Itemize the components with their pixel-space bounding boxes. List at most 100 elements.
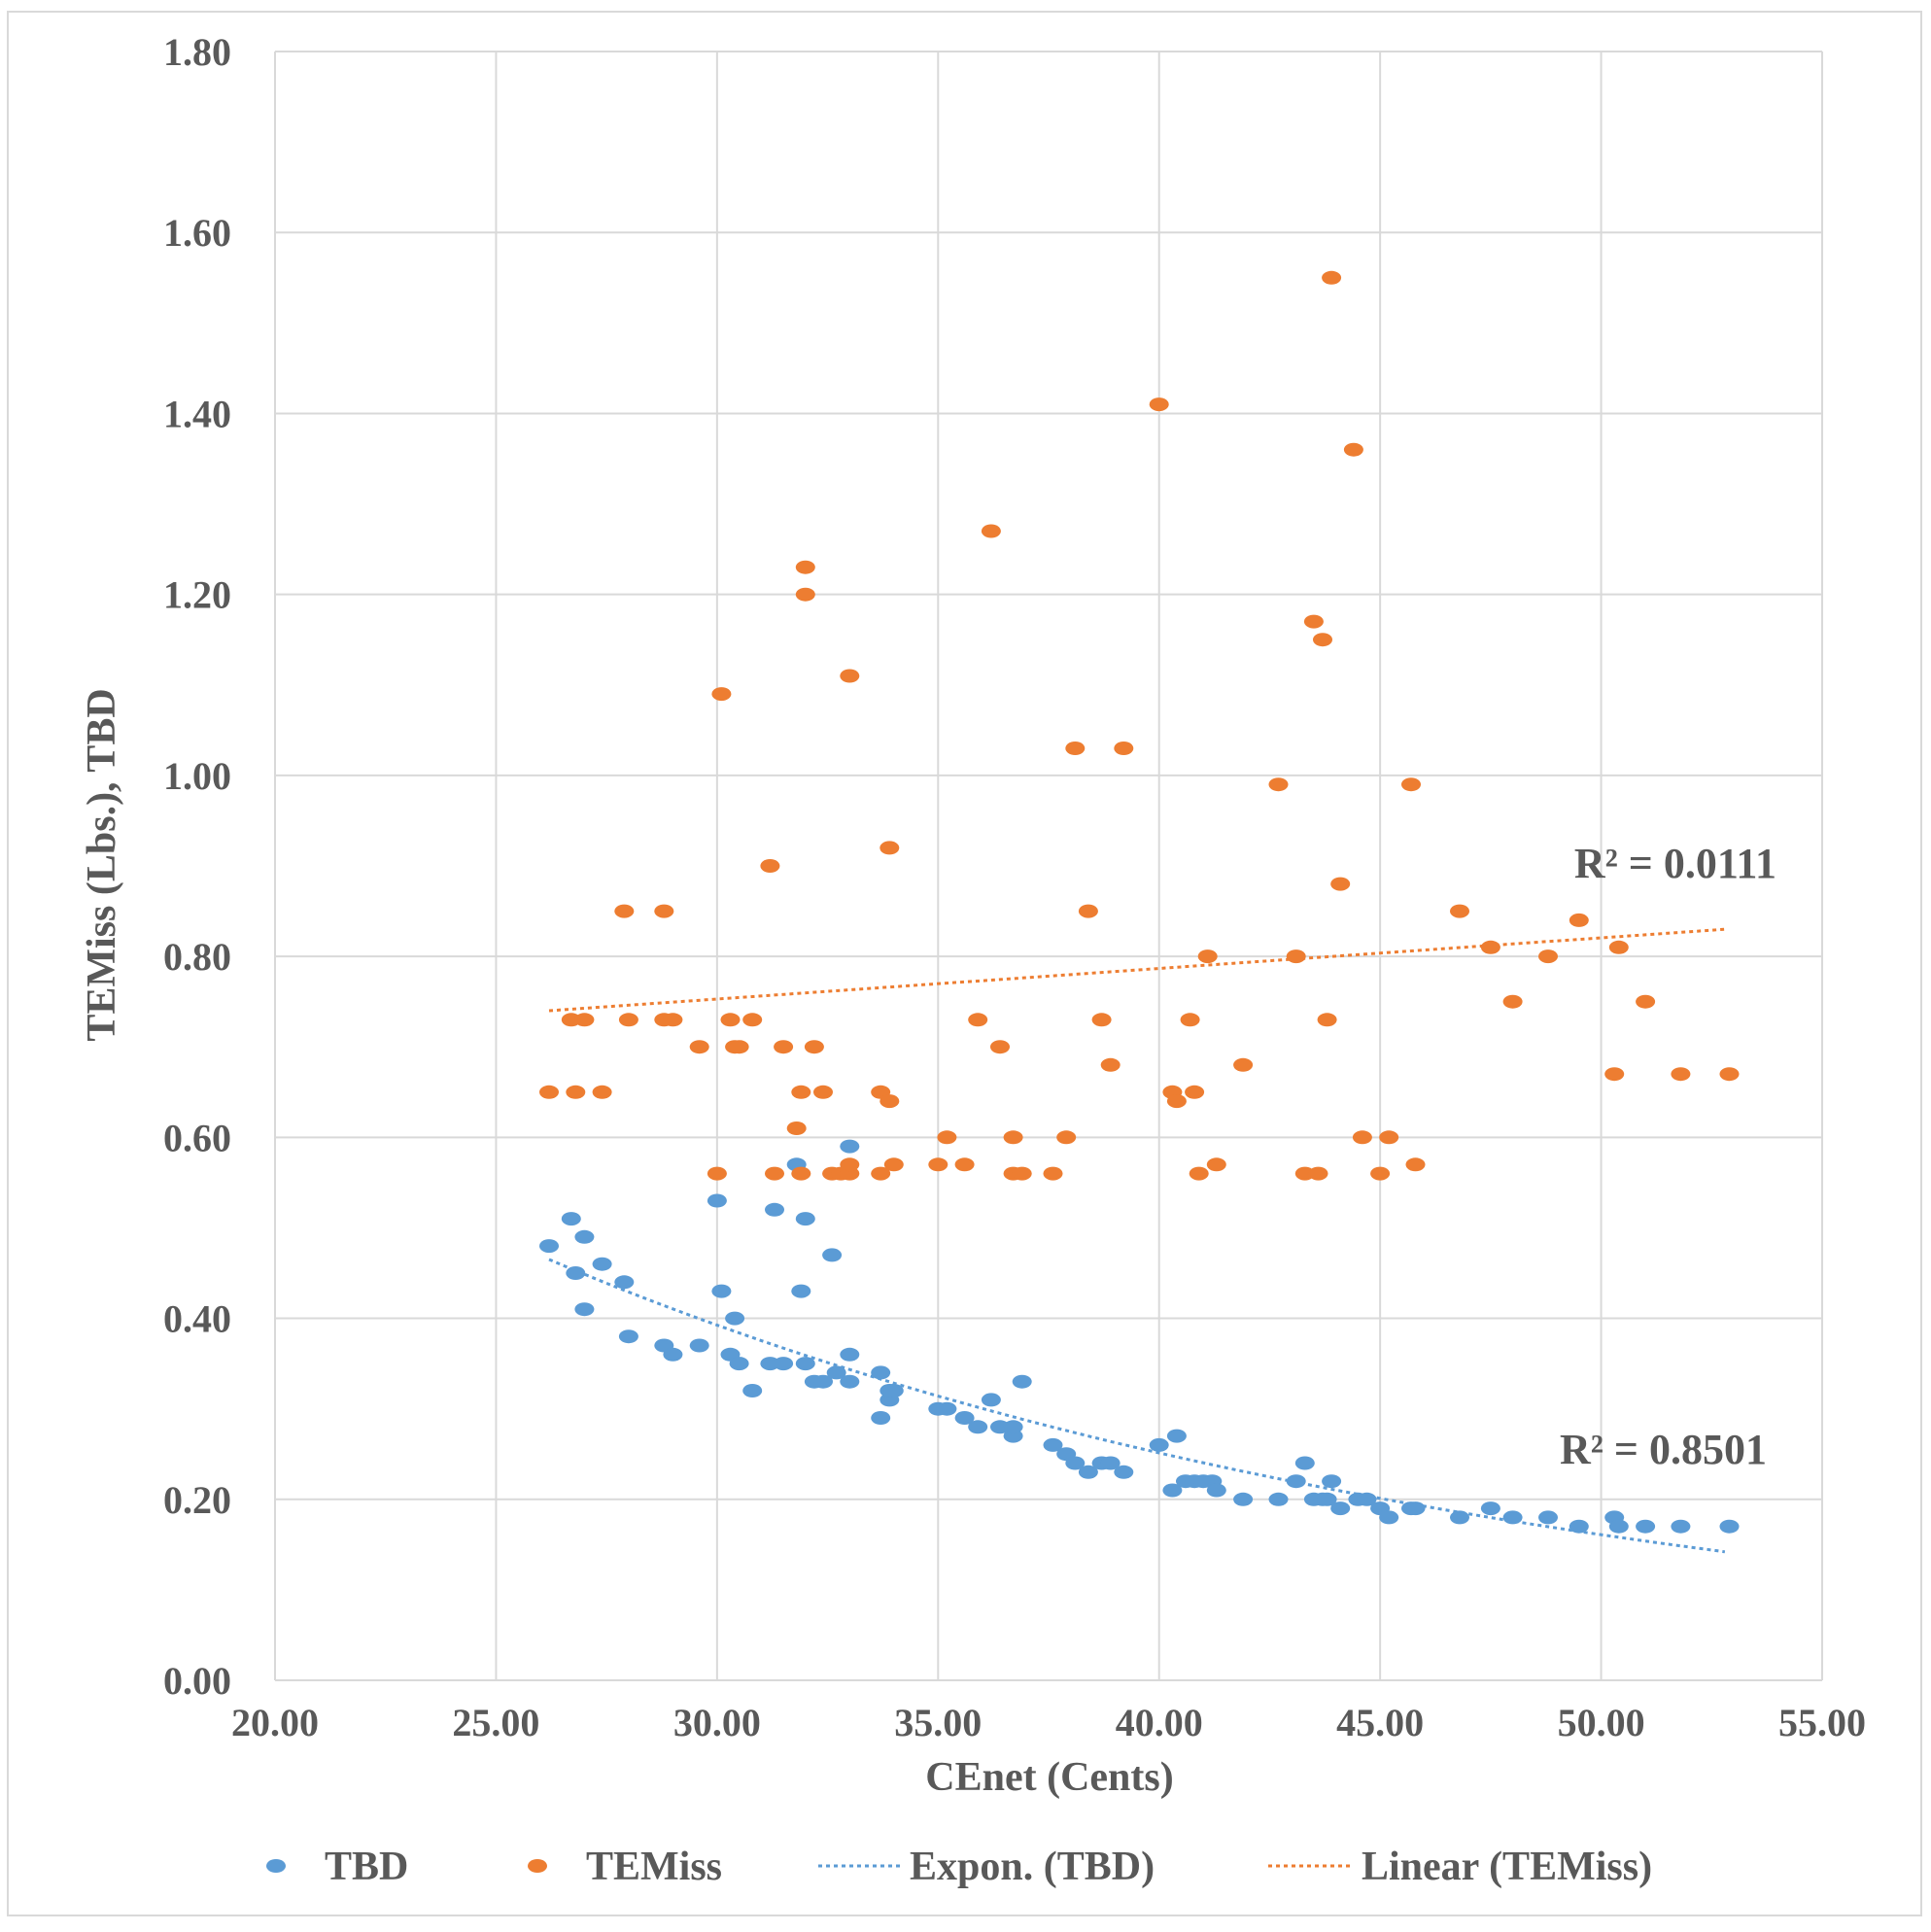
point-temiss xyxy=(1197,949,1218,964)
point-temiss xyxy=(1286,949,1306,964)
chart-border xyxy=(7,11,1922,1916)
point-temiss xyxy=(1405,1157,1426,1172)
point-temiss xyxy=(1379,1130,1399,1145)
point-tbd xyxy=(1322,1474,1342,1489)
point-temiss xyxy=(765,1166,784,1181)
point-temiss xyxy=(813,1085,833,1099)
point-temiss xyxy=(1003,1130,1023,1145)
y-tick-label: 0.20 xyxy=(163,1478,231,1522)
point-tbd xyxy=(1114,1465,1134,1479)
point-temiss xyxy=(1370,1166,1391,1181)
x-tick-label: 20.00 xyxy=(231,1701,319,1744)
point-temiss xyxy=(968,1013,988,1027)
point-temiss xyxy=(707,1166,727,1181)
point-temiss xyxy=(1450,904,1469,918)
point-temiss xyxy=(1604,1067,1625,1082)
point-tbd xyxy=(663,1347,683,1362)
r-squared-label-linear: R² = 0.0111 xyxy=(1574,840,1776,887)
series-tbd xyxy=(539,1139,1740,1534)
x-tick-label: 40.00 xyxy=(1116,1701,1203,1744)
point-tbd xyxy=(1671,1519,1691,1534)
point-temiss xyxy=(1012,1166,1032,1181)
point-tbd xyxy=(791,1284,811,1298)
x-tick-label: 25.00 xyxy=(452,1701,539,1744)
y-tick-label: 0.00 xyxy=(163,1659,231,1703)
point-temiss xyxy=(1233,1057,1254,1072)
point-tbd xyxy=(1608,1519,1629,1534)
point-temiss xyxy=(791,1166,811,1181)
point-tbd xyxy=(937,1401,957,1416)
point-temiss xyxy=(1185,1085,1205,1099)
point-tbd xyxy=(1043,1437,1063,1452)
x-tick-label: 45.00 xyxy=(1336,1701,1424,1744)
point-tbd xyxy=(561,1212,581,1226)
trendline-expon-tbd xyxy=(548,1258,1726,1554)
point-temiss xyxy=(1352,1130,1372,1145)
point-temiss xyxy=(1343,442,1363,457)
point-temiss xyxy=(871,1166,891,1181)
point-tbd xyxy=(954,1411,975,1425)
y-tick-label: 1.20 xyxy=(163,573,231,617)
point-temiss xyxy=(1401,777,1421,792)
point-temiss xyxy=(1294,1166,1315,1181)
point-tbd xyxy=(795,1357,815,1371)
point-temiss xyxy=(1671,1067,1691,1082)
point-tbd xyxy=(1379,1510,1399,1525)
point-temiss xyxy=(1056,1130,1077,1145)
y-tick-label: 1.80 xyxy=(163,30,231,74)
point-tbd xyxy=(813,1374,833,1389)
point-tbd xyxy=(1330,1501,1351,1516)
point-temiss xyxy=(791,1085,811,1099)
point-temiss xyxy=(1100,1057,1121,1072)
point-temiss xyxy=(981,524,1001,538)
point-tbd xyxy=(725,1311,745,1326)
point-temiss xyxy=(1180,1013,1200,1027)
point-temiss xyxy=(1636,994,1656,1009)
y-tick-label: 1.00 xyxy=(163,754,231,798)
y-tick-label: 0.80 xyxy=(163,935,231,979)
point-tbd xyxy=(822,1248,843,1262)
point-tbd xyxy=(539,1239,559,1254)
point-tbd xyxy=(883,1384,904,1397)
point-tbd xyxy=(760,1357,780,1371)
point-tbd xyxy=(1317,1492,1337,1506)
x-tick-label: 55.00 xyxy=(1778,1701,1866,1744)
point-temiss xyxy=(1065,742,1086,755)
point-tbd xyxy=(795,1212,815,1226)
point-temiss xyxy=(729,1040,749,1054)
point-tbd xyxy=(1149,1437,1169,1452)
point-temiss xyxy=(1608,940,1629,954)
point-tbd xyxy=(1100,1456,1121,1470)
point-temiss xyxy=(840,1157,860,1172)
point-tbd xyxy=(1268,1492,1289,1506)
point-tbd xyxy=(968,1420,988,1434)
point-temiss xyxy=(1308,1166,1328,1181)
r-squared-label-exponential: R² = 0.8501 xyxy=(1560,1426,1767,1473)
point-tbd xyxy=(1719,1519,1740,1534)
point-tbd xyxy=(592,1257,612,1271)
point-tbd xyxy=(871,1411,891,1425)
legend-marker-temiss xyxy=(528,1859,547,1873)
legend: TBD TEMiss Expon. (TBD) Linear (TEMiss) xyxy=(266,1845,1652,1889)
point-tbd xyxy=(1480,1501,1500,1516)
point-tbd xyxy=(1286,1474,1306,1489)
point-tbd xyxy=(1502,1510,1523,1525)
point-tbd xyxy=(566,1266,586,1280)
point-tbd xyxy=(1357,1492,1377,1506)
point-temiss xyxy=(1322,270,1342,285)
point-temiss xyxy=(1330,877,1351,891)
point-temiss xyxy=(720,1013,741,1027)
point-tbd xyxy=(711,1284,732,1298)
point-temiss xyxy=(1538,949,1558,964)
point-tbd xyxy=(981,1393,1001,1407)
legend-marker-tbd xyxy=(266,1859,286,1873)
point-tbd xyxy=(1405,1501,1426,1516)
point-tbd xyxy=(1206,1483,1226,1498)
point-temiss xyxy=(1268,777,1289,792)
point-temiss xyxy=(1313,633,1332,647)
point-tbd xyxy=(1012,1374,1032,1389)
point-tbd xyxy=(871,1365,891,1380)
point-tbd xyxy=(1065,1456,1086,1470)
point-tbd xyxy=(1569,1519,1589,1534)
y-tick-label: 1.40 xyxy=(163,392,231,435)
